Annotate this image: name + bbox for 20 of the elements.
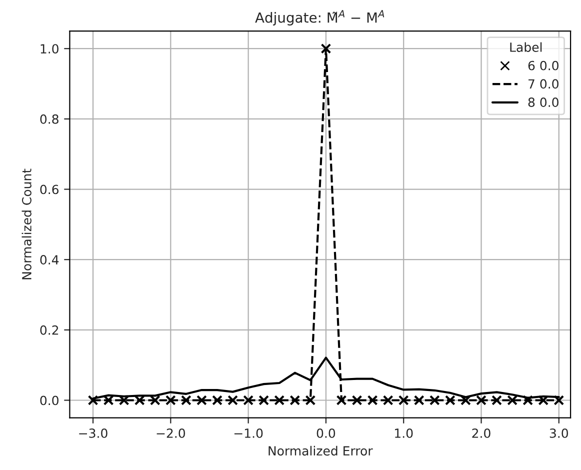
y-tick-label: 1.0 xyxy=(40,44,58,54)
legend-label: 8 0.0 xyxy=(528,98,558,107)
x-tick-label: 3.0 xyxy=(550,428,568,438)
legend-label: 7 0.0 xyxy=(528,79,558,89)
x-tick-label: −1.0 xyxy=(234,428,263,438)
y-tick-label: 0.4 xyxy=(40,255,59,265)
legend-label: 6 0.0 xyxy=(528,60,558,70)
legend-title: Label xyxy=(510,42,542,52)
x-tick-label: 2.0 xyxy=(472,428,490,438)
x-axis-title: Normalized Error xyxy=(268,446,373,456)
y-tick-label: 0.0 xyxy=(40,396,58,406)
y-tick-label: 0.2 xyxy=(40,325,58,335)
x-tick-label: 1.0 xyxy=(395,428,413,438)
chart-title: Adjugate: M̃$^{A}$ − M$^{A}$ xyxy=(255,10,384,26)
x-tick-label: 0.0 xyxy=(316,428,336,438)
y-tick-label: 0.6 xyxy=(40,184,59,194)
y-axis-title: Normalized Count xyxy=(22,168,32,280)
x-tick-label: −2.0 xyxy=(156,428,186,438)
x-tick-label: −3.0 xyxy=(79,428,108,438)
y-tick-label: 0.8 xyxy=(40,114,58,124)
